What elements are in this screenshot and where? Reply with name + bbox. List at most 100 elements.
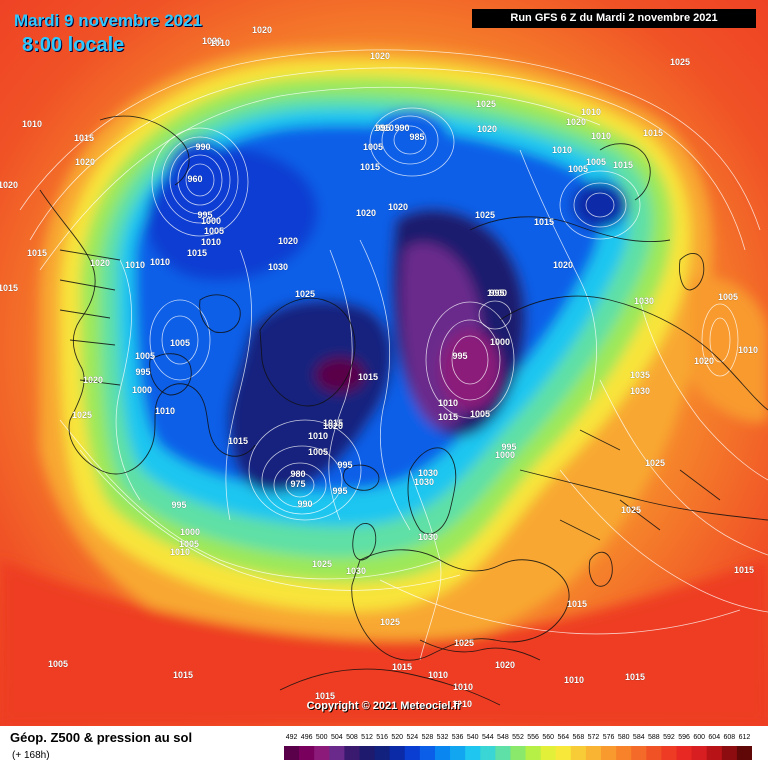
- pressure-label: 995: [337, 460, 352, 470]
- pressure-label: 1000: [487, 288, 507, 298]
- pressure-label: 975: [290, 479, 305, 489]
- color-scale-label: 560: [542, 734, 555, 741]
- pressure-label: 1015: [613, 160, 633, 170]
- isobar: [379, 579, 741, 635]
- pressure-label: 1025: [312, 559, 332, 569]
- color-scale-label: 572: [587, 734, 600, 741]
- pressure-label: 1030: [268, 262, 288, 272]
- pressure-label: 1025: [295, 289, 315, 299]
- pressure-label: 1030: [418, 468, 438, 478]
- coastline-europe: [351, 549, 570, 661]
- color-scale-label: 516: [376, 734, 388, 741]
- isobar: [285, 472, 315, 498]
- pressure-label: 1005: [48, 659, 68, 669]
- pressure-label: 1020: [252, 25, 272, 35]
- color-scale-swatch: [721, 746, 738, 760]
- pressure-label: 1020: [495, 660, 515, 670]
- pressure-label: 1015: [27, 248, 47, 258]
- color-scale-label: 556: [527, 734, 539, 741]
- pressure-label: 1020: [553, 260, 573, 270]
- pressure-label: 1030: [414, 477, 434, 487]
- pressure-label: 1020: [323, 421, 343, 431]
- pressure-label: 1005: [308, 447, 328, 457]
- pressure-label: 1010: [581, 107, 601, 117]
- pressure-label: 1035: [630, 370, 650, 380]
- color-scale-swatch: [480, 746, 496, 760]
- color-scale-label: 548: [497, 734, 509, 741]
- pressure-label: 1030: [634, 296, 654, 306]
- color-scale-swatch: [450, 746, 466, 760]
- color-scale-swatch: [676, 746, 693, 760]
- color-scale-label: 520: [391, 734, 404, 741]
- pressure-label: 1000: [490, 337, 510, 347]
- pressure-label: 1015: [228, 436, 248, 446]
- color-scale-swatch: [495, 746, 511, 760]
- isobar: [369, 107, 455, 177]
- pressure-label: 1015: [74, 133, 94, 143]
- coastline-greenland: [259, 297, 356, 407]
- pressure-label: 1025: [670, 57, 690, 67]
- pressure-label: 1020: [388, 202, 408, 212]
- pressure-label: 1015: [173, 670, 193, 680]
- coastline-africa: [279, 668, 501, 706]
- z500-field: [0, 46, 768, 726]
- isobar: [161, 136, 239, 224]
- pressure-label: 1015: [567, 599, 587, 609]
- isobar: [478, 300, 512, 330]
- isobars: [19, 49, 768, 661]
- pressure-label: 1025: [475, 210, 495, 220]
- isobar: [29, 67, 746, 251]
- pressure-label: 1010: [552, 145, 572, 155]
- coastline-scandinavia: [407, 447, 457, 535]
- pressure-label: 1005: [470, 409, 490, 419]
- pressure-label: 1010: [374, 123, 394, 133]
- pressure-label: 1000: [180, 527, 200, 537]
- z500-core-purple-west: [315, 357, 365, 393]
- color-scale-labels: 492 496 500 504 508 512 516 520 524 528 532 536 540 5…: [284, 734, 752, 746]
- color-scale-swatch: [465, 746, 481, 760]
- color-scale-label: 604: [708, 734, 721, 741]
- color-scale-swatch: [314, 746, 330, 760]
- isobar: [59, 419, 441, 580]
- pressure-label: 1010: [210, 38, 230, 48]
- pressure-label: 1000: [132, 385, 152, 395]
- isobar: [79, 449, 461, 591]
- isobar: [39, 86, 601, 271]
- legend-footer: Géop. Z500 & pression au sol (+ 168h) 49…: [0, 726, 768, 768]
- color-scale-label: 500: [315, 734, 328, 741]
- pressure-label: 1015: [438, 412, 458, 422]
- pressure-label: 1005: [363, 142, 383, 152]
- pressure-label: 1015: [643, 128, 663, 138]
- z500-band-darkblue-center: [228, 299, 393, 492]
- z500-core-darkblue-right: [572, 181, 628, 229]
- z500-core-blue-nw: [166, 140, 234, 216]
- isobar: [161, 315, 199, 365]
- color-scale-swatch: [540, 746, 557, 760]
- coastline-arctic-islands: [199, 294, 241, 333]
- color-scale-label: 612: [738, 734, 751, 741]
- pressure-label: 990: [195, 142, 210, 152]
- pressure-label: 1005: [170, 338, 190, 348]
- color-scale-swatch: [510, 746, 527, 760]
- pressure-label: 1025: [645, 458, 665, 468]
- color-scale-swatch: [570, 746, 587, 760]
- pressure-label: 1025: [621, 505, 641, 515]
- z500-core-purple-east: [440, 330, 500, 410]
- isobar: [359, 239, 411, 531]
- coastlines: [39, 115, 768, 706]
- isobar: [439, 319, 501, 401]
- pressure-label: 1025: [476, 99, 496, 109]
- pressure-label: 1010: [452, 699, 472, 709]
- color-scale-swatch: [691, 746, 708, 760]
- pressure-label: 990: [394, 123, 409, 133]
- pressure-label: 1005: [586, 157, 606, 167]
- forecast-lead: (+ 168h): [12, 750, 50, 761]
- isobar: [585, 192, 615, 218]
- isobar: [328, 249, 353, 521]
- pressure-label: 1015: [625, 672, 645, 682]
- pressure-label: 1020: [566, 117, 586, 127]
- color-scale-label: 504: [330, 734, 343, 741]
- coastline-russia-south: [519, 469, 768, 521]
- color-scale-swatch: [555, 746, 572, 760]
